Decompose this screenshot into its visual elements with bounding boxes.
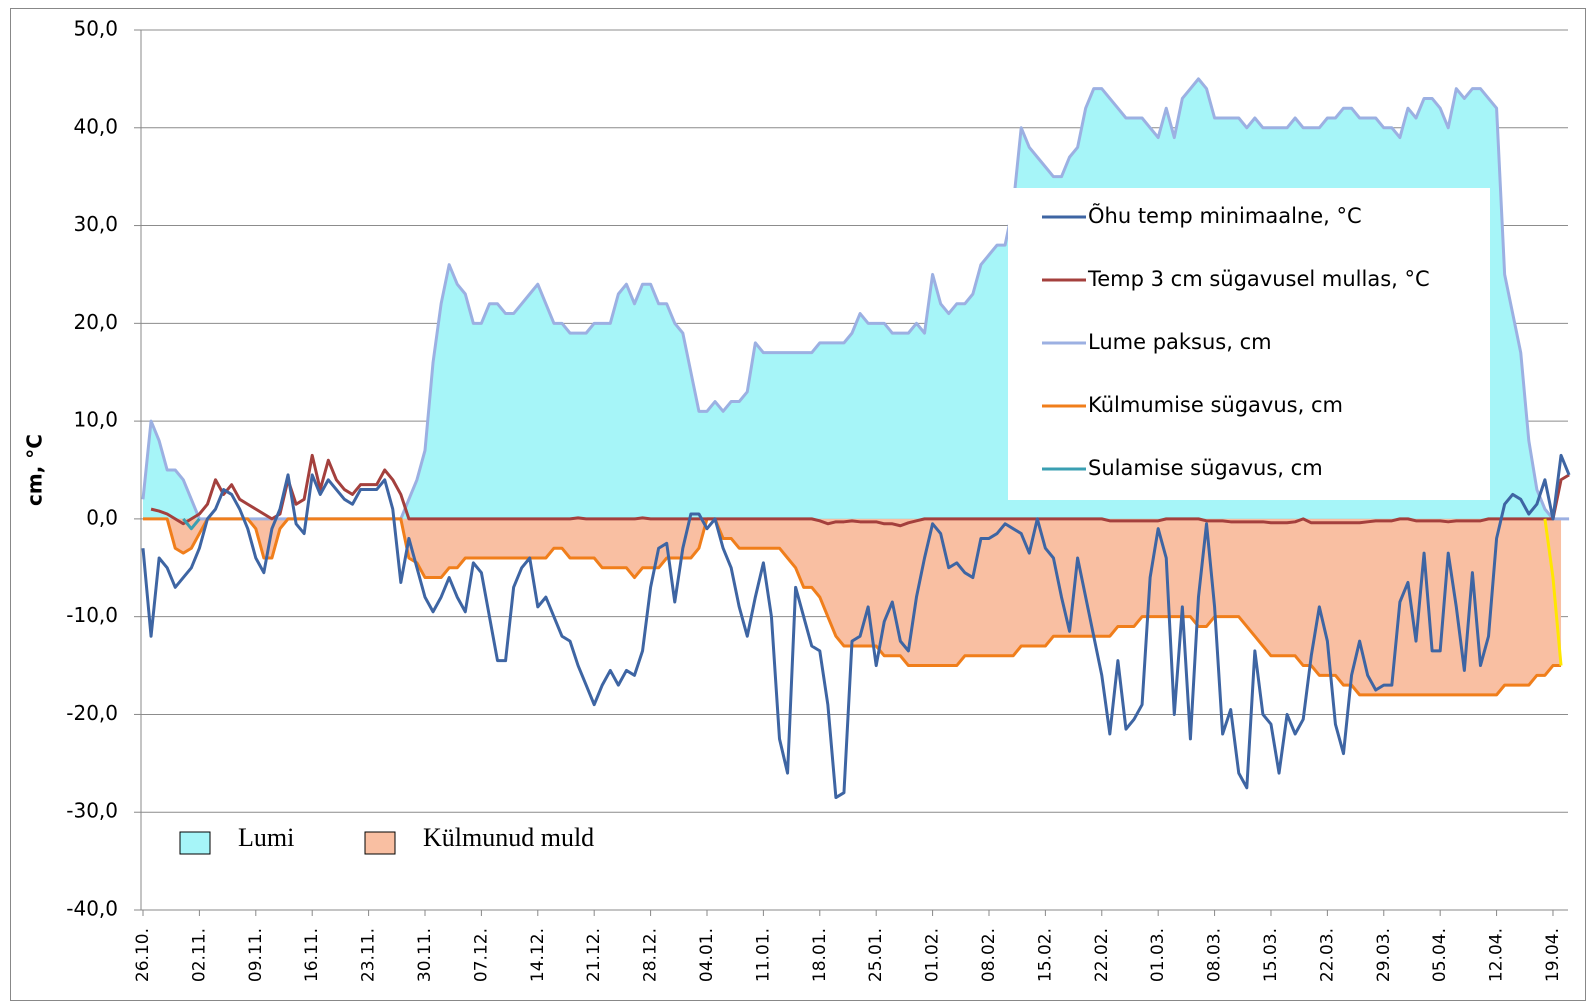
area-fill (143, 518, 1562, 695)
area-legend-swatch (364, 831, 396, 855)
legend-label: Sulamise sügavus, cm (1088, 456, 1323, 480)
x-tick-label: 09.11. (246, 928, 266, 982)
x-tick-label: 21.12. (584, 928, 604, 982)
y-tick-label: 20,0 (73, 310, 118, 334)
series-line (1543, 518, 1563, 666)
y-axis-title: cm, °C (23, 434, 47, 506)
area-legend-label: Külmunud muld (423, 823, 594, 852)
x-tick-label: 12.04. (1487, 928, 1507, 982)
x-tick-label: 01.02. (923, 928, 943, 982)
y-tick-label: 40,0 (73, 114, 118, 138)
x-tick-label: 11.01. (753, 928, 773, 982)
x-tick-label: 28.12. (641, 928, 661, 982)
x-tick-label: 04.01. (697, 928, 717, 982)
x-tick-label: 07.12. (471, 928, 491, 982)
x-tick-label: 01.03. (1148, 928, 1168, 982)
x-tick-label: 25.01. (866, 928, 886, 982)
area-legend-label: Lumi (238, 823, 294, 852)
y-tick-label: -20,0 (66, 701, 118, 725)
legend-label: Külmumise sügavus, cm (1088, 393, 1343, 417)
x-tick-label: 02.11. (189, 928, 209, 982)
series-line (182, 517, 201, 531)
x-tick-label: 18.01. (810, 928, 830, 982)
area-legend-swatch (179, 831, 211, 855)
x-tick-label: 05.04. (1430, 928, 1450, 982)
y-tick-label: -10,0 (66, 603, 118, 627)
legend-label: Lume paksus, cm (1088, 330, 1272, 354)
series-line (141, 453, 1571, 800)
x-tick-label: 19.04. (1543, 928, 1563, 982)
y-tick-label: 10,0 (73, 408, 118, 432)
x-tick-label: 30.11. (415, 928, 435, 982)
legend-label: Õhu temp minimaalne, °C (1088, 202, 1362, 228)
y-tick-label: 0,0 (86, 505, 118, 529)
legend-box (1008, 188, 1490, 500)
x-tick-label: 29.03. (1374, 928, 1394, 982)
x-tick-label: 15.02. (1035, 928, 1055, 982)
x-tick-label: 08.02. (979, 928, 999, 982)
x-tick-label: 08.03. (1205, 928, 1225, 982)
x-tick-label: 14.12. (528, 928, 548, 982)
y-tick-label: 30,0 (73, 212, 118, 236)
y-tick-label: -30,0 (66, 799, 118, 823)
x-tick-label: 22.02. (1092, 928, 1112, 982)
x-tick-label: 16.11. (302, 928, 322, 982)
x-tick-label: 22.03. (1317, 928, 1337, 982)
y-tick-label: -40,0 (66, 897, 118, 921)
series-line (150, 453, 1570, 528)
x-tick-label: 26.10. (133, 928, 153, 982)
x-tick-label: 15.03. (1261, 928, 1281, 982)
x-tick-label: 23.11. (359, 928, 379, 982)
y-tick-label: 50,0 (73, 17, 118, 41)
legend-label: Temp 3 cm sügavusel mullas, °C (1087, 267, 1430, 291)
